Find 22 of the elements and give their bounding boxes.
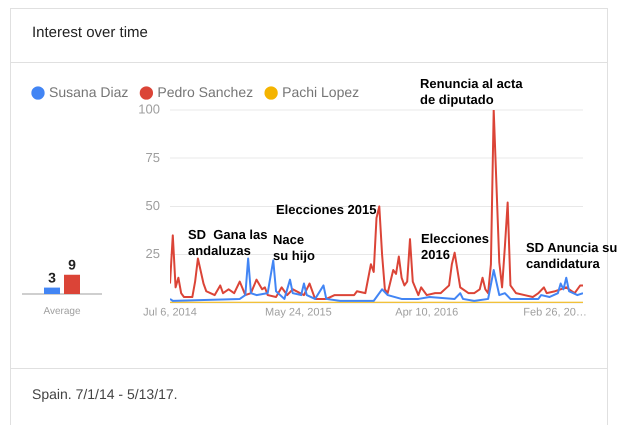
text: Renuncia al acta de diputado (420, 76, 523, 108)
legend-label: Susana Diaz (49, 84, 128, 100)
legend-label: Pachi Lopez (282, 84, 360, 100)
annotation: Nace su hijo (273, 232, 315, 264)
chart-title: Interest over time (32, 24, 148, 41)
y-tick-label: 25 (146, 246, 160, 262)
annotation: SD Anuncia su candidatura (526, 240, 618, 272)
x-tick-label: Feb 26, 20… (523, 306, 587, 318)
y-tick-label: 75 (146, 150, 160, 165)
legend-label: Pedro Sanchez (157, 84, 254, 100)
x-tick-label: Average (43, 306, 81, 317)
x-tick-label: Apr 10, 2016 (395, 306, 458, 318)
annotation: SD Gana las andaluzas (188, 227, 268, 259)
x-tick-label: May 24, 2015 (265, 306, 332, 318)
text: Spain. 7/1/14 - 5/13/17. (32, 386, 178, 402)
annotation: Elecciones 2015 (276, 202, 376, 218)
y-tick-label: 50 (146, 198, 160, 213)
y-tick-label: 100 (138, 102, 160, 117)
data-label: 3 (48, 269, 56, 286)
x-tick-label: Jul 6, 2014 (143, 306, 197, 318)
data-label: 9 (68, 256, 76, 273)
annotation: Elecciones 2016 (421, 231, 489, 263)
